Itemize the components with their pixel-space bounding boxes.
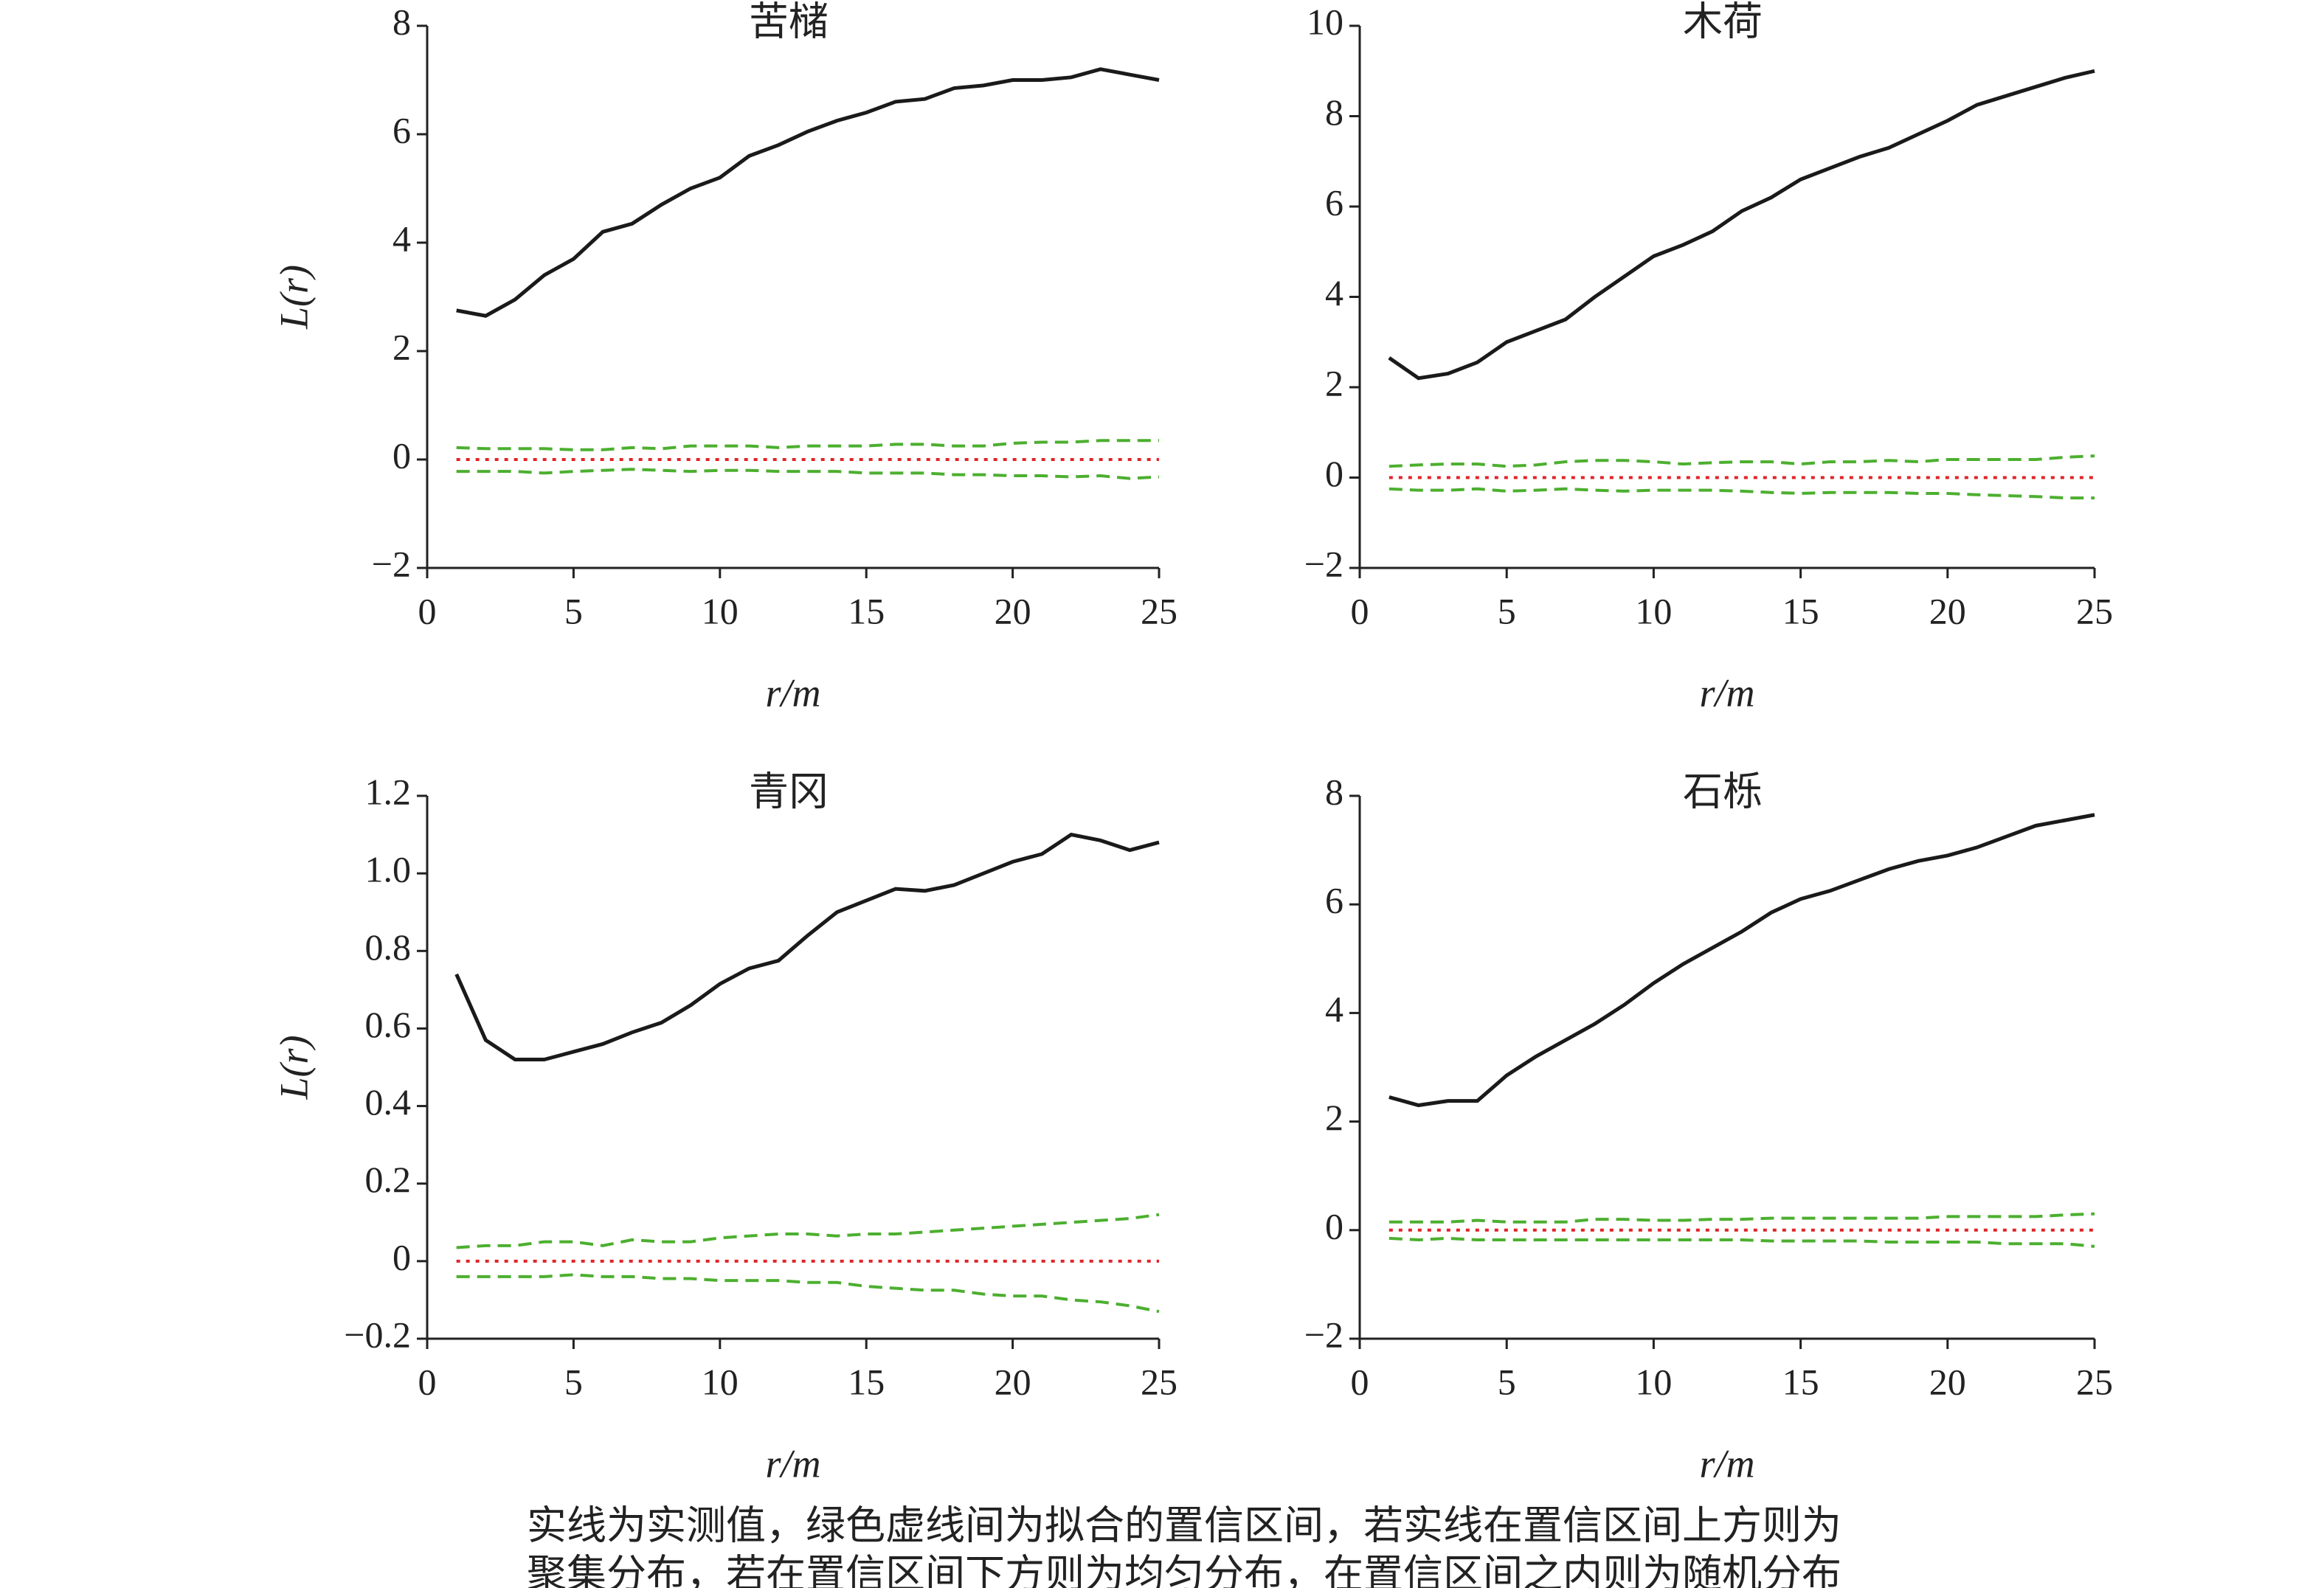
y-tick-label: 1.0: [365, 849, 412, 890]
x-tick-label: 15: [1782, 1361, 1819, 1402]
series-line: [1388, 813, 2095, 1108]
x-tick-label: 10: [702, 590, 739, 631]
y-tick-label: 2: [392, 326, 411, 367]
y-tick-label: −2: [1304, 543, 1343, 584]
series-line: [454, 832, 1160, 1061]
series-line: [456, 1213, 1160, 1249]
series-line: [456, 1273, 1160, 1314]
y-axis-label: L(r): [272, 265, 316, 330]
y-tick-label: 0: [392, 1236, 411, 1277]
x-tick-label: 0: [1351, 590, 1369, 631]
series-line: [1388, 454, 2095, 468]
chart-title: 苦槠: [749, 0, 829, 44]
chart-title: 石栎: [1683, 769, 1763, 814]
x-tick-label: 15: [848, 1361, 885, 1402]
y-axis-label: L(r): [272, 1035, 316, 1100]
y-tick-label: −0.2: [344, 1314, 411, 1355]
caption-line: 聚集分布，若在置信区间下方则为均匀分布，在置信区间之内则为随机分布: [527, 1552, 1841, 1588]
y-tick-label: 4: [1325, 988, 1343, 1030]
caption-line: 实线为实测值，绿色虚线间为拟合的置信区间，若实线在置信区间上方则为: [527, 1503, 1841, 1547]
y-tick-label: 10: [1307, 1, 1343, 42]
series-line: [456, 439, 1159, 451]
x-tick-label: 5: [564, 1361, 583, 1402]
x-tick-label: 5: [1498, 1361, 1516, 1402]
x-tick-label: 20: [1929, 590, 1966, 631]
x-tick-label: 0: [1351, 1361, 1369, 1402]
x-tick-label: 15: [1782, 590, 1819, 631]
x-tick-label: 25: [2076, 1361, 2113, 1402]
series-line: [1388, 69, 2095, 381]
y-tick-label: 4: [1325, 272, 1343, 313]
y-tick-label: −2: [372, 543, 411, 584]
y-tick-label: 4: [392, 218, 411, 259]
x-axis-label: r/m: [1699, 1441, 1754, 1485]
y-tick-label: 6: [1325, 880, 1343, 921]
x-tick-label: 25: [1141, 1361, 1177, 1402]
y-tick-label: 0.8: [365, 926, 412, 968]
x-tick-label: 5: [1498, 590, 1516, 631]
y-tick-label: 2: [1325, 1097, 1343, 1138]
x-tick-label: 10: [1635, 590, 1672, 631]
x-axis-label: r/m: [1699, 670, 1754, 715]
y-tick-label: 8: [1325, 91, 1343, 133]
y-tick-label: 6: [1325, 181, 1343, 223]
y-tick-label: 0.2: [365, 1159, 412, 1200]
series-line: [1388, 487, 2095, 500]
y-tick-label: 6: [392, 109, 411, 150]
y-tick-label: 8: [392, 1, 411, 42]
y-tick-label: −2: [1304, 1314, 1343, 1355]
x-tick-label: 25: [2076, 590, 2113, 631]
x-tick-label: 15: [848, 590, 885, 631]
x-tick-label: 20: [995, 1361, 1031, 1402]
y-tick-label: 0.4: [365, 1081, 412, 1123]
series-line: [456, 67, 1160, 318]
y-tick-label: 0.6: [365, 1004, 412, 1045]
y-tick-label: 8: [1325, 771, 1343, 812]
y-tick-label: 0: [1325, 1205, 1343, 1247]
y-tick-label: 2: [1325, 362, 1343, 403]
y-tick-label: 1.2: [365, 771, 412, 812]
x-axis-label: r/m: [765, 1441, 820, 1485]
chart-title: 木荷: [1683, 0, 1763, 44]
y-tick-label: 0: [392, 434, 411, 476]
x-tick-label: 25: [1141, 590, 1177, 631]
x-tick-label: 0: [418, 590, 437, 631]
series-line: [1388, 1236, 2095, 1248]
x-tick-label: 20: [995, 590, 1031, 631]
chart-title: 青冈: [749, 769, 829, 814]
x-tick-label: 0: [418, 1361, 437, 1402]
x-tick-label: 20: [1929, 1361, 1966, 1402]
x-tick-label: 5: [564, 590, 583, 631]
x-axis-label: r/m: [765, 670, 820, 715]
series-line: [1388, 1212, 2095, 1224]
x-tick-label: 10: [1635, 1361, 1672, 1402]
y-tick-label: 0: [1325, 453, 1343, 494]
x-tick-label: 10: [702, 1361, 739, 1402]
series-line: [456, 468, 1160, 480]
